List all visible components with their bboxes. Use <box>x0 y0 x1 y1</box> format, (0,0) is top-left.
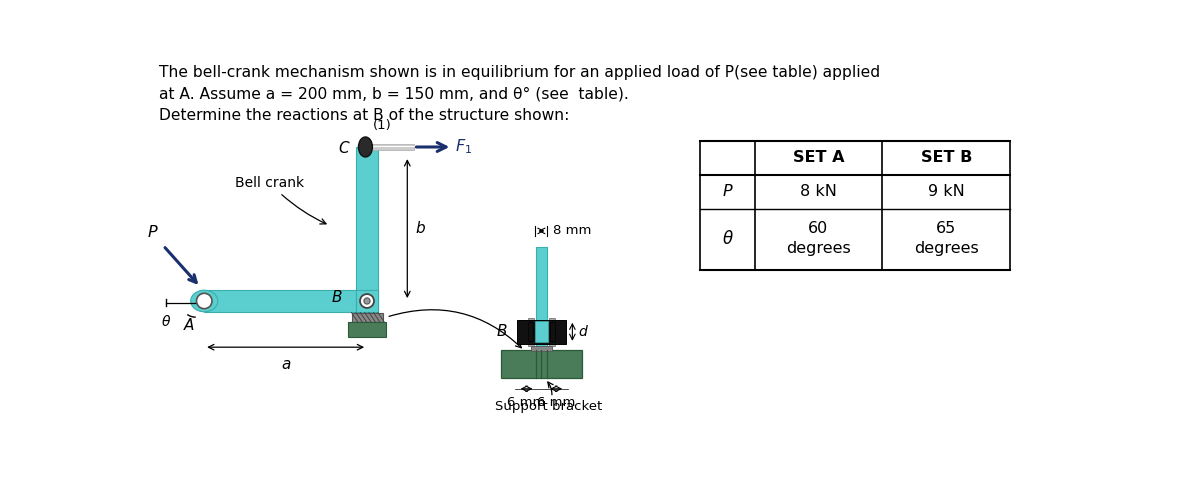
Text: 9 kN: 9 kN <box>928 184 965 199</box>
Text: θ: θ <box>162 315 170 329</box>
Text: SET B: SET B <box>920 150 972 165</box>
Polygon shape <box>502 350 582 378</box>
Polygon shape <box>550 322 556 341</box>
Polygon shape <box>356 147 378 312</box>
Text: C: C <box>338 141 349 156</box>
Polygon shape <box>534 321 548 342</box>
Circle shape <box>360 294 374 308</box>
Polygon shape <box>528 322 533 341</box>
Text: degrees: degrees <box>786 241 851 256</box>
Text: at A. Assume a = 200 mm, b = 150 mm, and θ° (see  table).: at A. Assume a = 200 mm, b = 150 mm, and… <box>160 87 629 102</box>
Text: 65: 65 <box>936 221 956 236</box>
Text: A: A <box>184 318 194 333</box>
Polygon shape <box>352 313 383 322</box>
Text: Bell crank: Bell crank <box>235 176 326 224</box>
Ellipse shape <box>359 137 372 157</box>
Text: 8 kN: 8 kN <box>800 184 836 199</box>
Text: (1): (1) <box>373 119 392 131</box>
Text: P: P <box>148 225 157 240</box>
Circle shape <box>197 293 212 309</box>
Text: B: B <box>331 290 342 305</box>
Text: 8 mm: 8 mm <box>553 225 592 238</box>
Text: B: B <box>497 324 508 339</box>
Polygon shape <box>372 144 414 150</box>
Ellipse shape <box>191 290 218 312</box>
Text: d: d <box>578 325 587 339</box>
Circle shape <box>364 298 370 304</box>
Text: Support bracket: Support bracket <box>494 382 602 413</box>
Polygon shape <box>528 318 534 346</box>
Polygon shape <box>348 322 386 337</box>
Text: θ: θ <box>722 230 732 248</box>
Text: 60: 60 <box>809 221 828 236</box>
Polygon shape <box>530 346 552 351</box>
Polygon shape <box>548 318 556 346</box>
Polygon shape <box>516 320 566 344</box>
Text: Determine the reactions at B of the structure shown:: Determine the reactions at B of the stru… <box>160 109 570 124</box>
Text: 6 mm: 6 mm <box>538 396 575 410</box>
Polygon shape <box>204 290 378 312</box>
Text: degrees: degrees <box>914 241 979 256</box>
Text: The bell-crank mechanism shown is in equilibrium for an applied load of P(see ta: The bell-crank mechanism shown is in equ… <box>160 65 881 80</box>
Text: SET A: SET A <box>793 150 844 165</box>
Text: $F_1$: $F_1$ <box>455 138 472 156</box>
Text: b: b <box>415 221 425 236</box>
Polygon shape <box>536 247 547 350</box>
Text: P: P <box>722 184 732 199</box>
Polygon shape <box>356 290 378 312</box>
Text: 6 mm: 6 mm <box>508 396 546 410</box>
Text: a: a <box>281 357 290 372</box>
